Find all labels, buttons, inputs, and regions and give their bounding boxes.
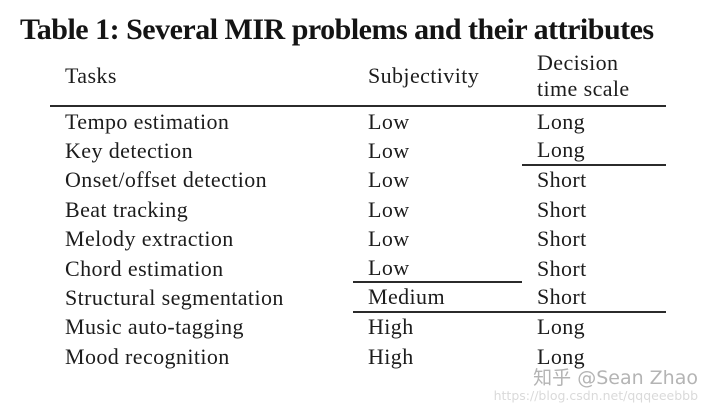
subjectivity-cell: Low [353,254,522,284]
table-row: Music auto-tagging High Long [50,313,666,342]
decision-cell: Long [522,136,666,166]
table-caption: Table 1: Several MIR problems and their … [20,13,654,46]
subjectivity-cell: High [368,343,414,369]
table-row: Mood recognition High Long [50,342,666,371]
task-cell: Tempo estimation [65,108,230,134]
task-cell: Mood recognition [65,343,230,369]
task-cell: Key detection [65,138,193,164]
header-decision-time-scale: Decision time scale [522,47,666,105]
header-subjectivity: Subjectivity [368,63,480,88]
header-decision-line2: time scale [537,76,630,101]
task-cell: Onset/offset detection [65,167,268,193]
task-cell: Beat tracking [65,196,189,222]
watermark-author-text: 知乎 @Sean Zhao [533,367,698,389]
task-cell: Structural segmentation [65,284,284,310]
decision-cell: Short [522,283,666,313]
decision-cell: Short [537,255,587,281]
subjectivity-cell: Low [368,167,410,193]
decision-cell: Long [537,314,586,340]
table-top-rule [50,105,666,107]
mir-attributes-table: Tasks Subjectivity Decision time scale T… [50,47,666,371]
decision-cell: Short [537,167,587,193]
decision-cell: Long [537,343,586,369]
subjectivity-cell: Low [368,196,410,222]
task-cell: Chord estimation [65,255,224,281]
table-header-row: Tasks Subjectivity Decision time scale [50,47,666,105]
task-cell: Melody extraction [65,226,234,252]
subjectivity-cell: High [368,314,414,340]
table-row: Beat tracking Low Short [50,195,666,224]
header-tasks: Tasks [65,63,117,88]
table-row: Key detection Low Long [50,136,666,166]
watermark: 知乎 @Sean Zhao https://blog.csdn.net/qqqe… [494,368,698,403]
table-row: Onset/offset detection Low Short [50,166,666,195]
table-row: Structural segmentation Medium Short [50,283,666,313]
table-row: Melody extraction Low Short [50,225,666,254]
watermark-url-text: https://blog.csdn.net/qqqeeebbb [493,387,698,403]
table-row: Tempo estimation Low Long [50,107,666,136]
subjectivity-cell: Low [368,108,410,134]
task-cell: Music auto-tagging [65,314,244,340]
table-row: Chord estimation Low Short [50,254,666,284]
decision-cell: Short [537,226,587,252]
header-decision-line1: Decision [537,50,619,75]
decision-cell: Long [537,108,586,134]
decision-cell: Short [537,196,587,222]
subjectivity-cell: Low [368,138,410,164]
subjectivity-cell: Low [368,226,410,252]
subjectivity-cell: Medium [353,283,522,313]
